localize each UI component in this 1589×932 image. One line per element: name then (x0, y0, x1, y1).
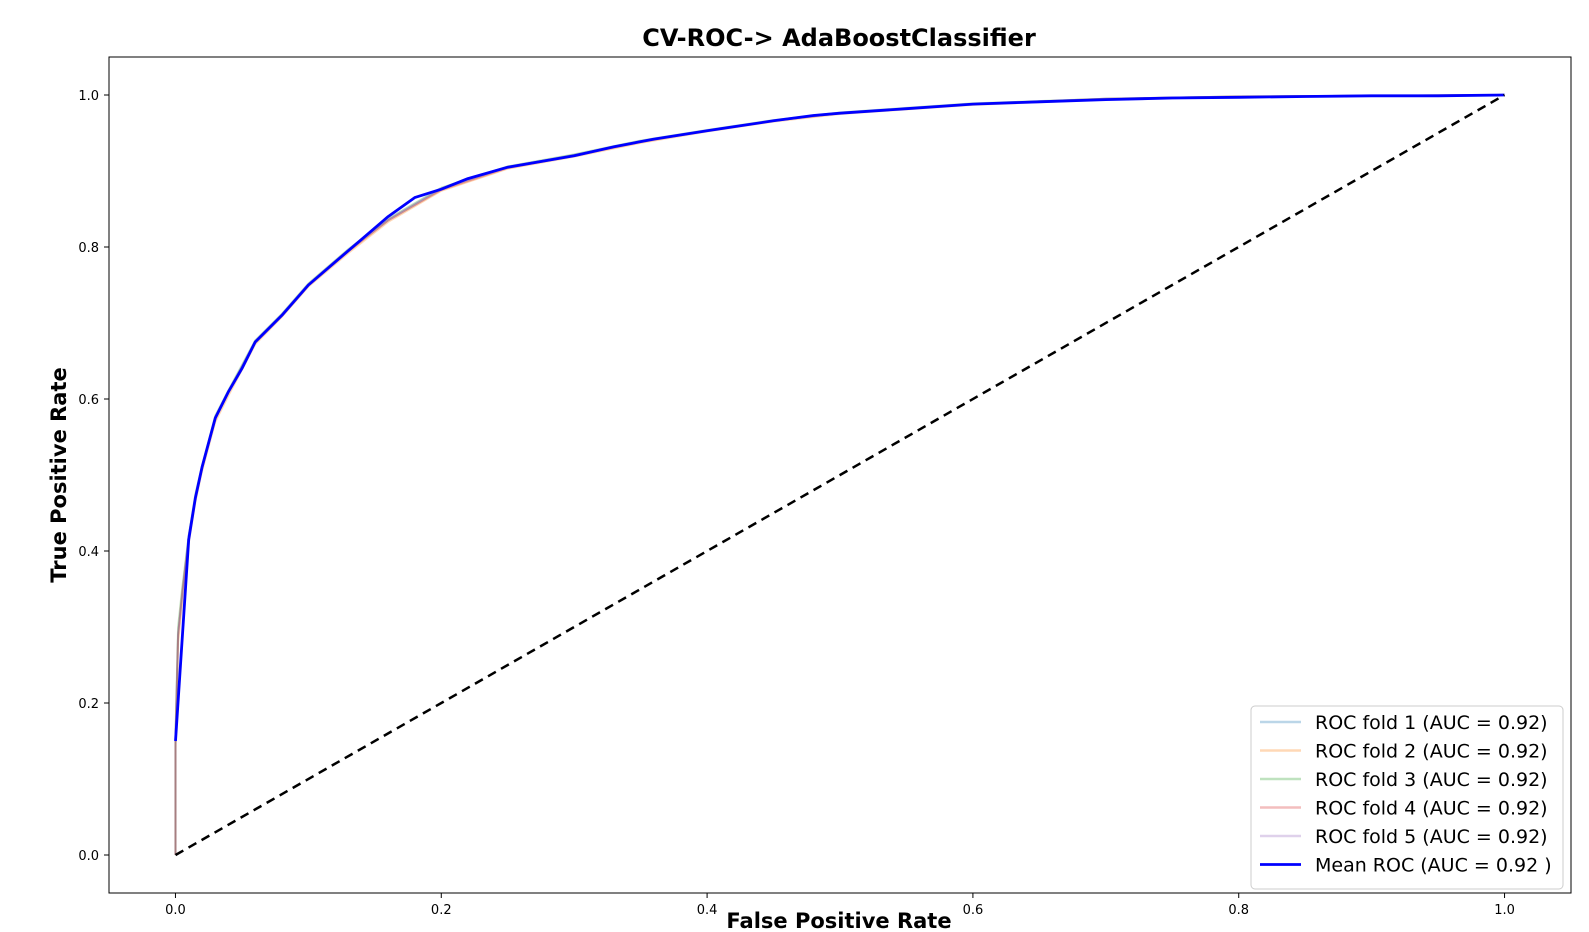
mean-roc-line (174, 93, 1505, 742)
y-tick-label: 0.8 (78, 241, 99, 256)
legend-label: ROC fold 2 (AUC = 0.92) (1315, 741, 1548, 763)
x-tick-label: 1.0 (1494, 903, 1515, 918)
legend: ROC fold 1 (AUC = 0.92) ROC fold 2 (AUC =… (1250, 705, 1564, 890)
x-axis: 0.0 0.2 0.4 0.6 0.8 1.0 (165, 893, 1515, 918)
y-tick-label: 0.0 (78, 849, 99, 864)
y-tick-label: 0.6 (78, 393, 99, 408)
x-tick-label: 0.8 (1228, 903, 1249, 918)
legend-label: ROC fold 4 (AUC = 0.92) (1315, 798, 1548, 820)
curves-layer (174, 93, 1506, 857)
x-tick-label: 0.0 (165, 903, 186, 918)
x-tick-label: 0.2 (431, 903, 452, 918)
plot-frame (108, 56, 1572, 894)
legend-label: ROC fold 5 (AUC = 0.92) (1315, 826, 1548, 848)
x-tick-label: 0.6 (963, 903, 984, 918)
legend-label: ROC fold 1 (AUC = 0.92) (1315, 712, 1548, 734)
y-tick-label: 0.2 (78, 697, 99, 712)
x-axis-title: False Positive Rate (726, 909, 951, 932)
chart-title: CV-ROC-> AdaBoostClassifier (642, 24, 1036, 52)
chance-diagonal-line (174, 93, 1506, 857)
legend-label: Mean ROC (AUC = 0.92 ) (1315, 855, 1552, 877)
y-axis: 0.0 0.2 0.4 0.6 0.8 1.0 (78, 89, 109, 864)
y-tick-label: 0.4 (78, 545, 99, 560)
legend-box (1250, 705, 1564, 890)
y-tick-label: 1.0 (78, 89, 99, 104)
y-axis-title: True Positive Rate (47, 367, 71, 583)
legend-label: ROC fold 3 (AUC = 0.92) (1315, 769, 1548, 791)
x-tick-label: 0.4 (697, 903, 718, 918)
